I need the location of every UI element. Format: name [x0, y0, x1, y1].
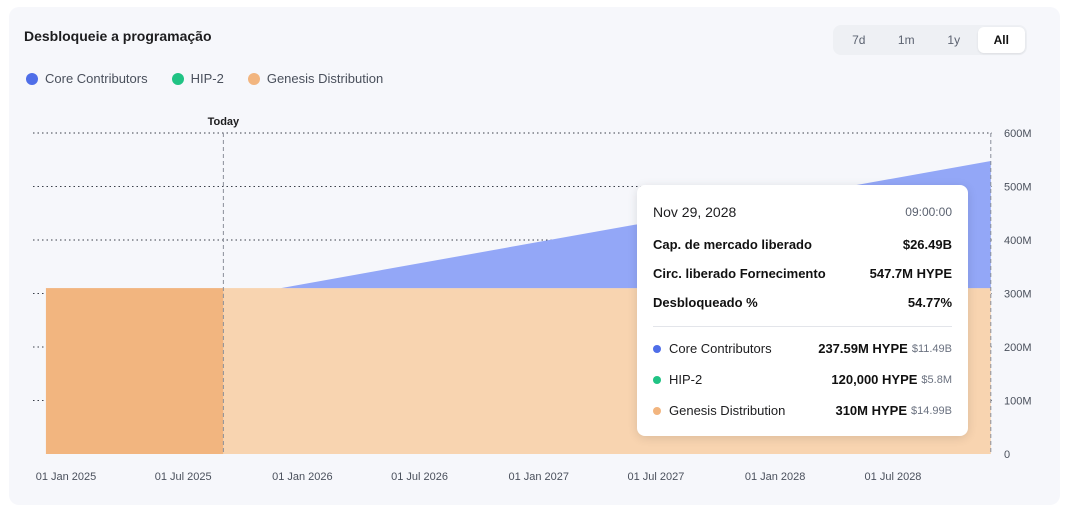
chart-legend: Core Contributors HIP-2 Genesis Distribu…	[26, 71, 383, 86]
x-tick-label: 01 Jul 2027	[628, 471, 685, 483]
legend-label-genesis: Genesis Distribution	[266, 71, 384, 86]
tooltip-row-circ-supply: Circ. liberado Fornecimento 547.7M HYPE	[653, 266, 952, 281]
y-tick-label: 100M	[1004, 396, 1032, 408]
x-tick-label: 01 Jan 2028	[745, 471, 806, 483]
y-tick-label: 500M	[1004, 182, 1032, 194]
tooltip-date: Nov 29, 2028	[653, 204, 737, 220]
tooltip-series-genesis: Genesis Distribution 310M HYPE $14.99B	[653, 403, 952, 418]
legend-item-hip2[interactable]: HIP-2	[171, 71, 224, 86]
legend-dot-core	[26, 72, 38, 85]
tooltip-series-genesis-usd: $14.99B	[911, 404, 952, 417]
tooltip-series-hip2-amount: 120,000 HYPE	[831, 372, 918, 387]
tooltip-market-cap-value: $26.49B	[902, 237, 952, 252]
legend-dot-hip2	[171, 72, 184, 85]
x-tick-label: 01 Jul 2028	[865, 471, 922, 483]
tooltip-unlocked-pct-label: Desbloqueado %	[653, 295, 758, 310]
range-1m-button[interactable]: 1m	[897, 33, 915, 47]
legend-label-core: Core Contributors	[45, 71, 148, 86]
tooltip-series-hip2-usd: $5.8M	[921, 373, 952, 386]
tooltip-series-core-amount: 237.59M HYPE	[818, 341, 908, 356]
tooltip-row-unlocked-pct: Desbloqueado % 54.77%	[653, 295, 952, 310]
legend-label-hip2: HIP-2	[190, 71, 224, 86]
x-tick-label: 01 Jul 2025	[155, 471, 212, 483]
tooltip-circ-supply-label: Circ. liberado Fornecimento	[653, 266, 826, 281]
range-7d-button[interactable]: 7d	[852, 33, 866, 47]
tooltip-dot-core	[653, 344, 661, 353]
tooltip-unlocked-pct-value: 54.77%	[907, 295, 952, 310]
tooltip-row-market-cap: Cap. de mercado liberado $26.49B	[653, 237, 952, 252]
x-tick-label: 01 Jan 2026	[272, 471, 333, 483]
x-tick-label: 01 Jan 2027	[508, 471, 569, 483]
range-1y-button[interactable]: 1y	[947, 33, 961, 47]
tooltip-series-core: Core Contributors 237.59M HYPE $11.49B	[653, 341, 952, 356]
chart-title: Desbloqueie a programação	[24, 28, 212, 44]
tooltip-time: 09:00:00	[905, 205, 952, 219]
tooltip-series-hip2: HIP-2 120,000 HYPE $5.8M	[653, 372, 952, 387]
tooltip-series-hip2-name: HIP-2	[669, 372, 703, 387]
range-all-button[interactable]: All	[977, 27, 1025, 53]
legend-dot-genesis	[247, 72, 260, 85]
area-genesis-past	[45, 288, 224, 454]
tooltip-dot-hip2	[653, 375, 661, 384]
legend-item-genesis[interactable]: Genesis Distribution	[247, 71, 384, 86]
y-tick-label: 400M	[1004, 235, 1032, 247]
tooltip-series-genesis-name: Genesis Distribution	[669, 403, 786, 418]
tooltip-series-core-usd: $11.49B	[911, 342, 952, 355]
x-tick-label: 01 Jul 2026	[391, 471, 448, 483]
time-range-selector: 7d 1m 1y All	[833, 25, 1027, 55]
today-label: Today	[208, 116, 240, 128]
tooltip-dot-genesis	[653, 406, 661, 415]
tooltip-panel: Nov 29, 2028 09:00:00 Cap. de mercado li…	[637, 185, 968, 436]
tooltip-divider	[653, 326, 952, 327]
tooltip-series-genesis-amount: 310M HYPE	[835, 403, 908, 418]
legend-item-core[interactable]: Core Contributors	[26, 71, 148, 86]
y-tick-label: 300M	[1004, 289, 1032, 301]
tooltip-market-cap-label: Cap. de mercado liberado	[653, 237, 812, 252]
tooltip-circ-supply-value: 547.7M HYPE	[869, 266, 952, 281]
tooltip-header: Nov 29, 2028 09:00:00	[653, 204, 952, 220]
y-tick-label: 200M	[1004, 342, 1032, 354]
x-tick-label: 01 Jan 2025	[36, 471, 97, 483]
tooltip-series-core-name: Core Contributors	[669, 341, 772, 356]
y-tick-label: 0	[1004, 449, 1010, 461]
y-tick-label: 600M	[1004, 128, 1032, 140]
